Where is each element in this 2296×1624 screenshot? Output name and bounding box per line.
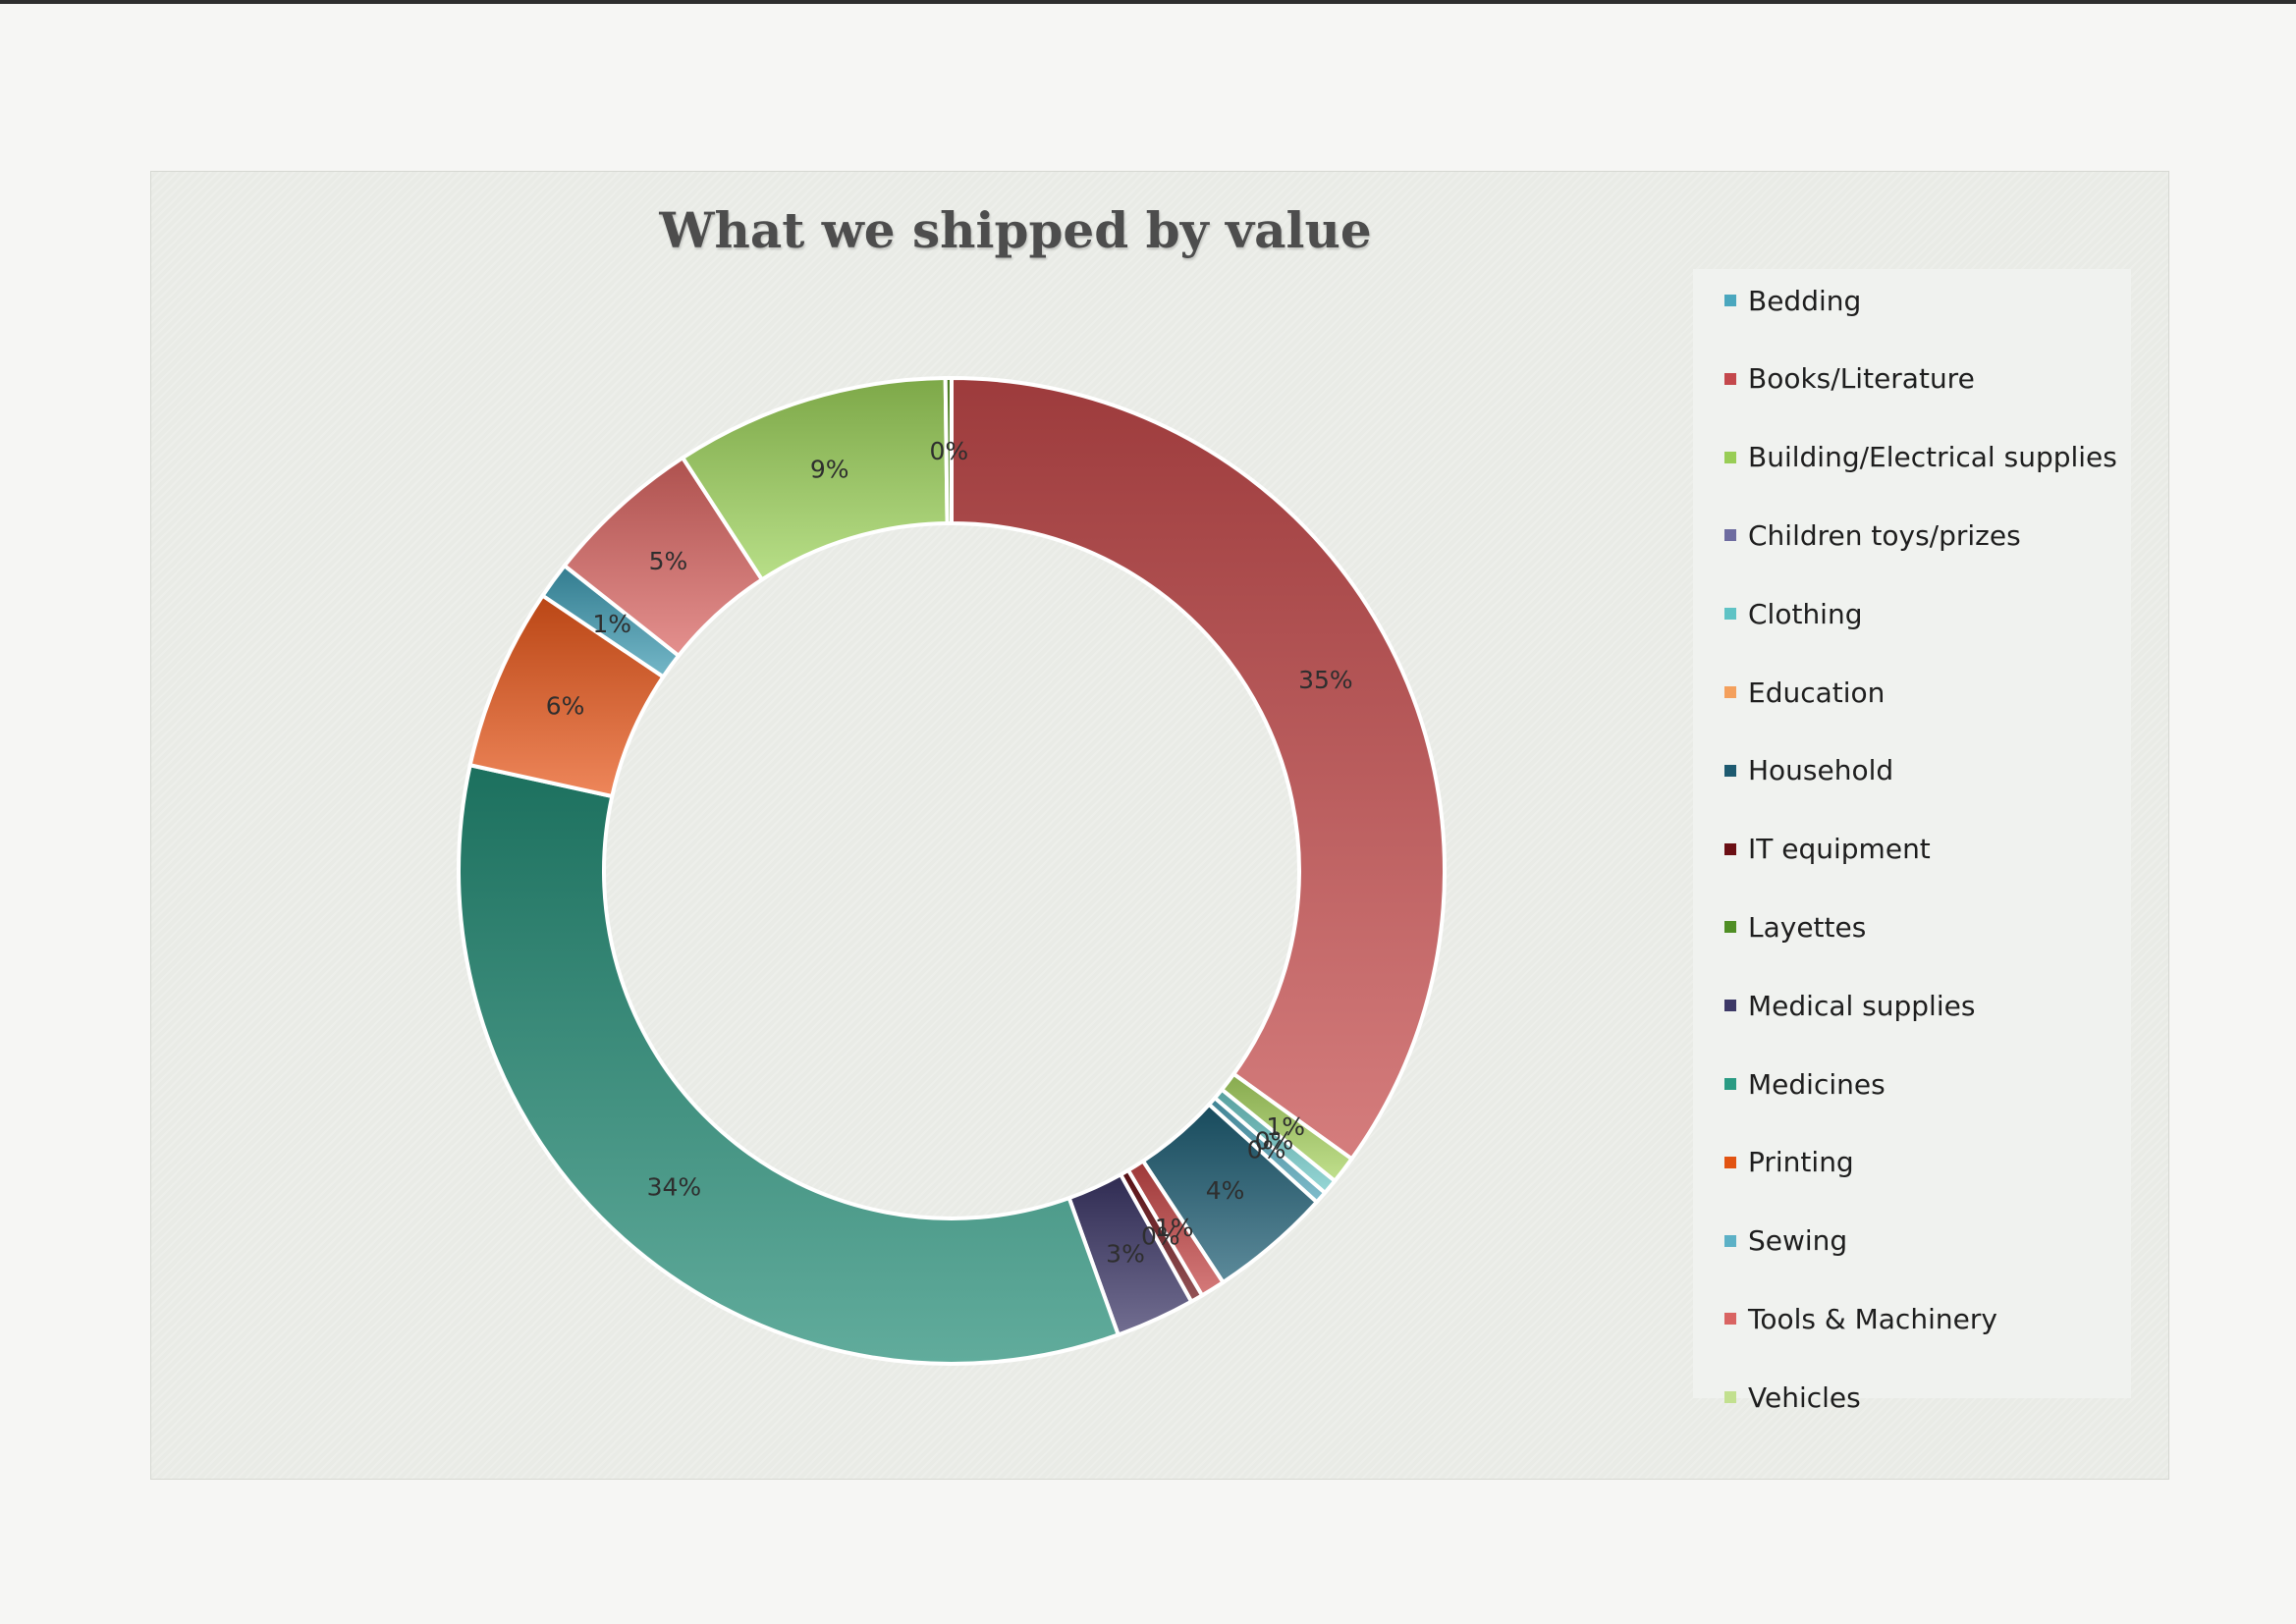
data-label-medicines: 34% xyxy=(647,1172,702,1201)
legend-label: IT equipment xyxy=(1748,833,1931,866)
legend-item-clothing: Clothing xyxy=(1724,594,1862,633)
legend-swatch xyxy=(1724,451,1736,463)
data-label-children-toys-prizes: 5% xyxy=(649,547,688,575)
legend-label: Medical supplies xyxy=(1748,989,1976,1022)
donut-chart: 35%1%0%0%4%1%0%3%34%6%1%5%9%0% xyxy=(457,375,1447,1366)
data-label-building-electrical-supplies: 9% xyxy=(810,455,849,483)
data-label-books-literature: 35% xyxy=(1298,666,1353,694)
donut-labels: 35%1%0%0%4%1%0%3%34%6%1%5%9%0% xyxy=(546,437,1353,1269)
legend-label: Layettes xyxy=(1748,910,1867,944)
legend-swatch xyxy=(1724,372,1736,385)
legend-item-children-toys-prizes: Children toys/prizes xyxy=(1724,515,2021,555)
chart-legend: Bedding Books/Literature Building/Electric… xyxy=(1693,269,2131,1414)
data-label-vehicles: 1% xyxy=(1266,1112,1305,1141)
legend-label: Books/Literature xyxy=(1748,362,1975,396)
legend-item-vehicles: Vehicles xyxy=(1724,1378,1861,1417)
slice-books-literature xyxy=(950,375,1447,1163)
legend-swatch xyxy=(1724,764,1736,777)
data-label-bedding: 1% xyxy=(592,610,631,638)
legend-label: Education xyxy=(1748,676,1886,709)
legend-swatch xyxy=(1724,529,1736,542)
legend-item-medical-supplies: Medical supplies xyxy=(1724,986,1975,1025)
legend-item-tools-machinery: Tools & Machinery xyxy=(1724,1299,1997,1338)
data-label-clothing: 0% xyxy=(1255,1126,1294,1155)
legend-swatch xyxy=(1724,1234,1736,1247)
legend-label: Household xyxy=(1748,754,1894,787)
legend-item-education: Education xyxy=(1724,673,1885,712)
data-label-layettes: 0% xyxy=(929,437,968,465)
legend-swatch xyxy=(1724,1000,1736,1012)
data-label-medical-supplies: 3% xyxy=(1106,1240,1145,1269)
legend-label: Building/Electrical supplies xyxy=(1748,441,2117,474)
legend-item-sewing: Sewing xyxy=(1724,1221,1847,1261)
legend-item-layettes: Layettes xyxy=(1724,907,1866,947)
legend-swatch xyxy=(1724,1391,1736,1404)
data-label-sewing: 0% xyxy=(1247,1136,1286,1164)
data-label-tools-machinery: 1% xyxy=(1155,1214,1194,1242)
legend-swatch xyxy=(1724,842,1736,855)
slice-medicines xyxy=(457,762,1121,1366)
slice-layettes xyxy=(943,375,954,526)
data-label-household: 4% xyxy=(1206,1176,1245,1205)
legend-label: Sewing xyxy=(1748,1224,1848,1258)
legend-swatch xyxy=(1724,608,1736,621)
legend-item-printing: Printing xyxy=(1724,1143,1854,1182)
data-label-printing: 6% xyxy=(546,692,585,721)
legend-label: Tools & Machinery xyxy=(1748,1302,1997,1335)
legend-swatch xyxy=(1724,686,1736,698)
legend-swatch xyxy=(1724,1078,1736,1090)
legend-label: Printing xyxy=(1748,1146,1854,1179)
legend-item-building-electrical-supplies: Building/Electrical supplies xyxy=(1724,438,2117,477)
legend-swatch xyxy=(1724,1156,1736,1168)
chart-title: What we shipped by value xyxy=(659,201,1372,259)
chart-area: What we shipped by value 35% 1% 0% 0% 4% 1% 0%… xyxy=(150,171,2169,1480)
legend-swatch xyxy=(1724,921,1736,934)
legend-label: Medicines xyxy=(1748,1067,1886,1101)
legend-item-household: Household xyxy=(1724,751,1893,790)
legend-swatch xyxy=(1724,1313,1736,1326)
legend-label: Vehicles xyxy=(1748,1380,1861,1414)
legend-label: Clothing xyxy=(1748,597,1863,630)
scan-edge xyxy=(0,0,2296,4)
donut-slices xyxy=(457,375,1447,1366)
legend-item-medicines: Medicines xyxy=(1724,1064,1886,1104)
legend-item-it-equipment: IT equipment xyxy=(1724,830,1931,869)
legend-label: Children toys/prizes xyxy=(1748,518,2021,552)
legend-swatch xyxy=(1724,295,1736,306)
legend-item-bedding: Bedding xyxy=(1724,281,1861,320)
data-label-it-equipment: 0% xyxy=(1141,1221,1180,1250)
legend-label: Bedding xyxy=(1748,284,1862,317)
legend-item-books-literature: Books/Literature xyxy=(1724,359,1975,399)
